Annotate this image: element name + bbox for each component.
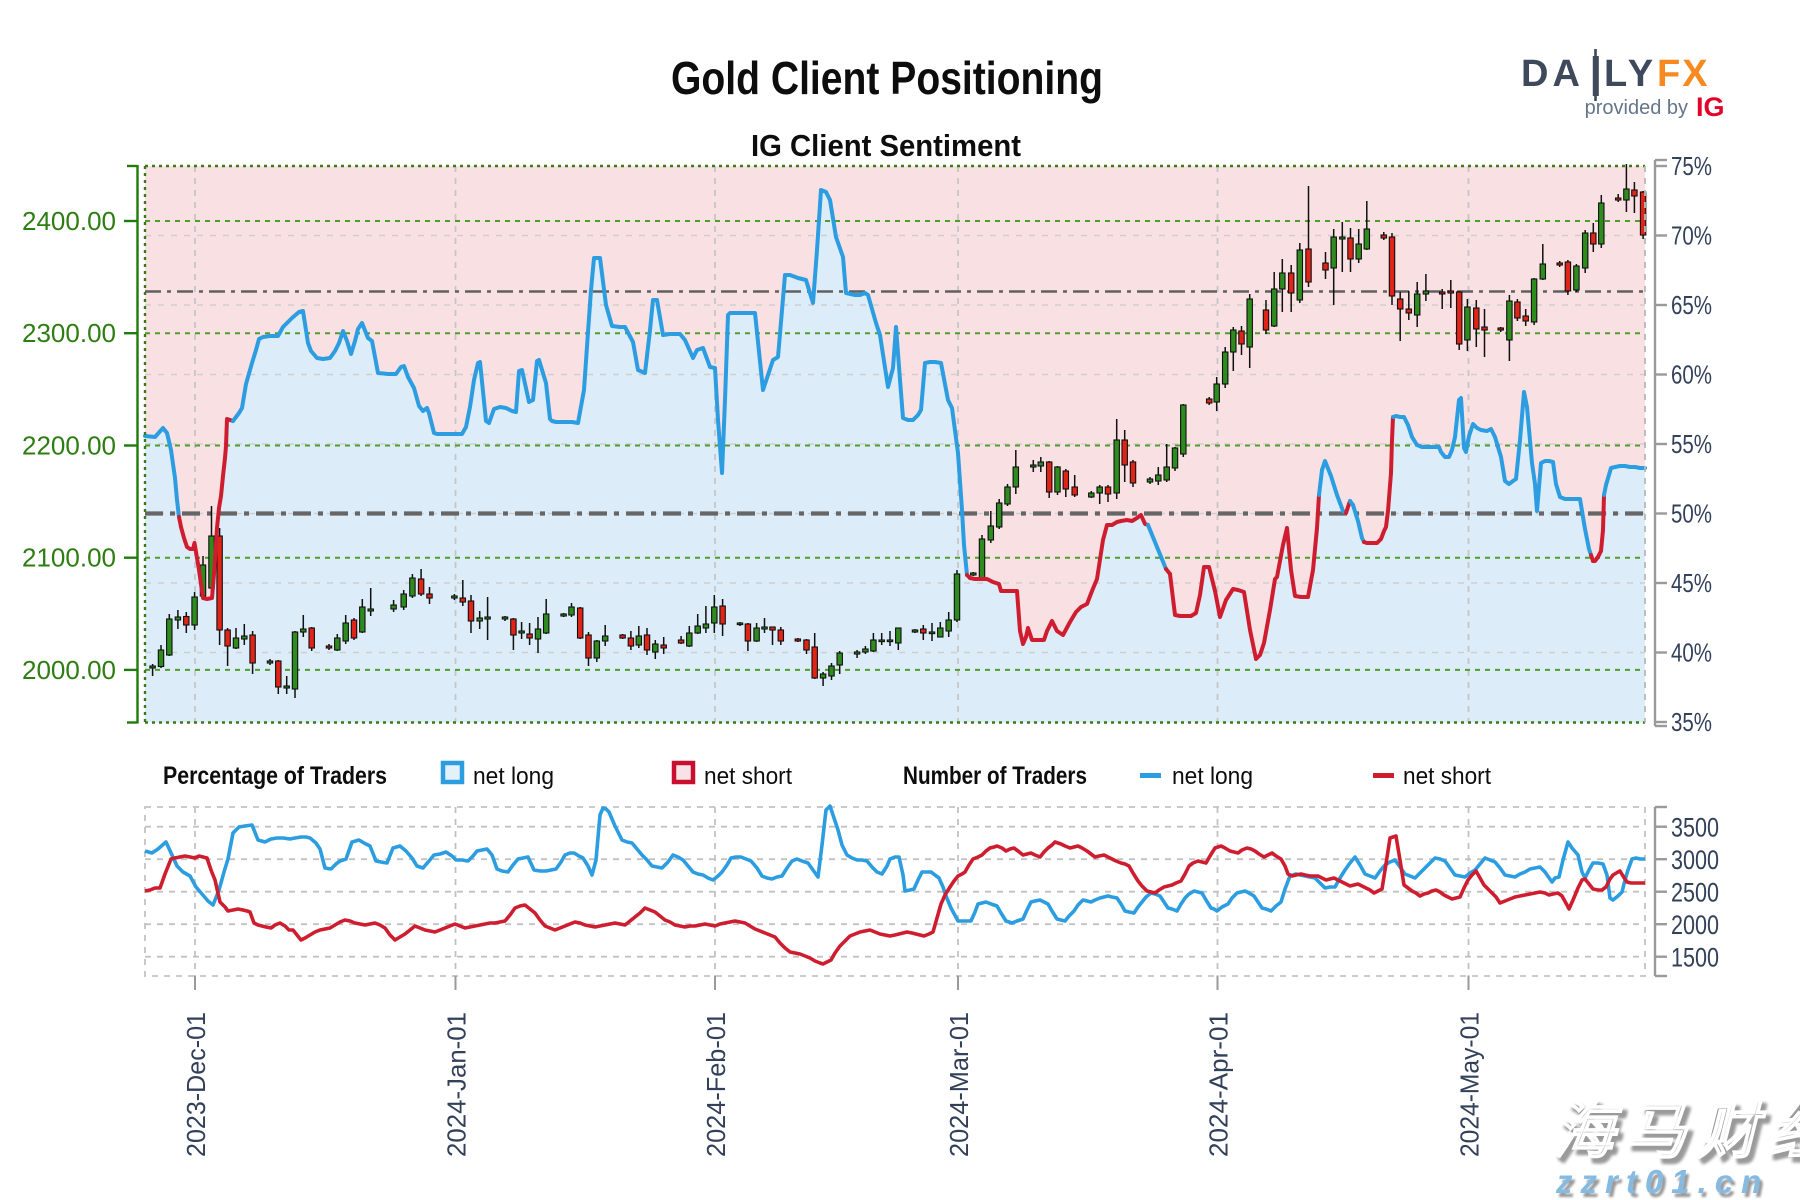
svg-text:2023-Dec-01: 2023-Dec-01 [181,1012,211,1157]
svg-text:FX: FX [1657,53,1710,95]
svg-text:3000: 3000 [1671,845,1719,875]
svg-text:2400.00: 2400.00 [22,206,116,236]
svg-text:net short: net short [704,763,792,790]
svg-text:IG: IG [1696,92,1725,122]
svg-text:LY: LY [1604,53,1657,95]
svg-text:net long: net long [1172,763,1253,790]
svg-text:2024-Mar-01: 2024-Mar-01 [944,1012,974,1157]
svg-text:70%: 70% [1671,221,1712,251]
svg-text:2500: 2500 [1671,878,1719,908]
svg-text:1500: 1500 [1671,943,1719,973]
svg-text:2024-May-01: 2024-May-01 [1455,1012,1485,1157]
svg-text:55%: 55% [1671,429,1712,459]
svg-text:2000: 2000 [1671,910,1719,940]
svg-text:45%: 45% [1671,568,1712,598]
svg-text:provided by: provided by [1585,97,1688,119]
svg-text:DA: DA [1521,53,1584,95]
svg-text:35%: 35% [1671,707,1712,737]
svg-text:net long: net long [473,763,554,790]
svg-text:50%: 50% [1671,499,1712,529]
svg-text:2000.00: 2000.00 [22,655,116,685]
svg-text:2024-Jan-01: 2024-Jan-01 [442,1012,472,1157]
svg-text:65%: 65% [1671,290,1712,320]
svg-text:2100.00: 2100.00 [22,543,116,573]
svg-text:Percentage of Traders: Percentage of Traders [163,762,387,790]
svg-text:40%: 40% [1671,638,1712,668]
svg-text:3500: 3500 [1671,813,1719,843]
svg-text:2024-Apr-01: 2024-Apr-01 [1204,1012,1234,1157]
svg-text:net short: net short [1403,763,1491,790]
svg-text:2024-Feb-01: 2024-Feb-01 [701,1012,731,1157]
svg-text:2200.00: 2200.00 [22,431,116,461]
svg-text:75%: 75% [1671,151,1712,181]
svg-text:zzrt01.cn: zzrt01.cn [1555,1163,1769,1200]
svg-text:IG Client Sentiment: IG Client Sentiment [751,128,1021,163]
svg-text:60%: 60% [1671,360,1712,390]
svg-text:Gold Client Positioning: Gold Client Positioning [671,52,1103,104]
svg-text:Number of Traders: Number of Traders [903,762,1087,790]
svg-text:2300.00: 2300.00 [22,318,116,348]
svg-text:海马财经: 海马财经 [1552,1097,1800,1166]
